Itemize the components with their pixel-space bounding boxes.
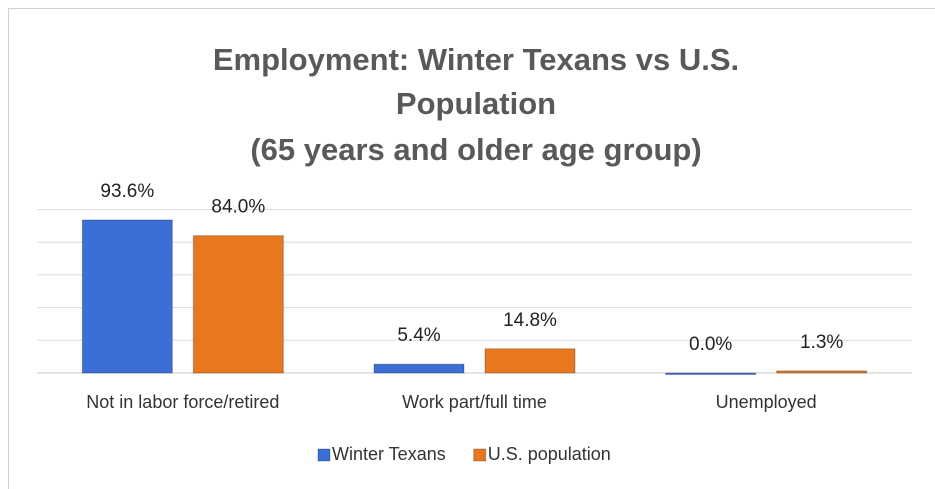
legend-label: Winter Texans [332,444,446,464]
data-label: 5.4% [397,325,440,346]
data-label: 14.8% [503,310,557,331]
x-tick-label: Work part/full time [402,392,547,412]
x-tick-label: Not in labor force/retired [86,392,279,412]
legend-swatch [317,448,331,462]
bar [776,370,868,374]
chart-frame [8,8,935,489]
data-label: 0.0% [689,334,732,355]
bar [81,219,173,374]
bar [484,348,576,374]
data-label: 93.6% [100,181,154,202]
legend-swatch [473,448,487,462]
legend-label: U.S. population [488,444,611,464]
data-label: 1.3% [800,332,843,353]
bar [373,363,465,374]
chart-title: Employment: Winter Texans vs U.S. [213,42,739,77]
bar [665,372,757,375]
chart-title: (65 years and older age group) [250,132,701,167]
data-label: 84.0% [211,197,265,218]
chart-title: Population [396,86,556,121]
bar [192,235,284,374]
x-tick-label: Unemployed [716,392,817,412]
